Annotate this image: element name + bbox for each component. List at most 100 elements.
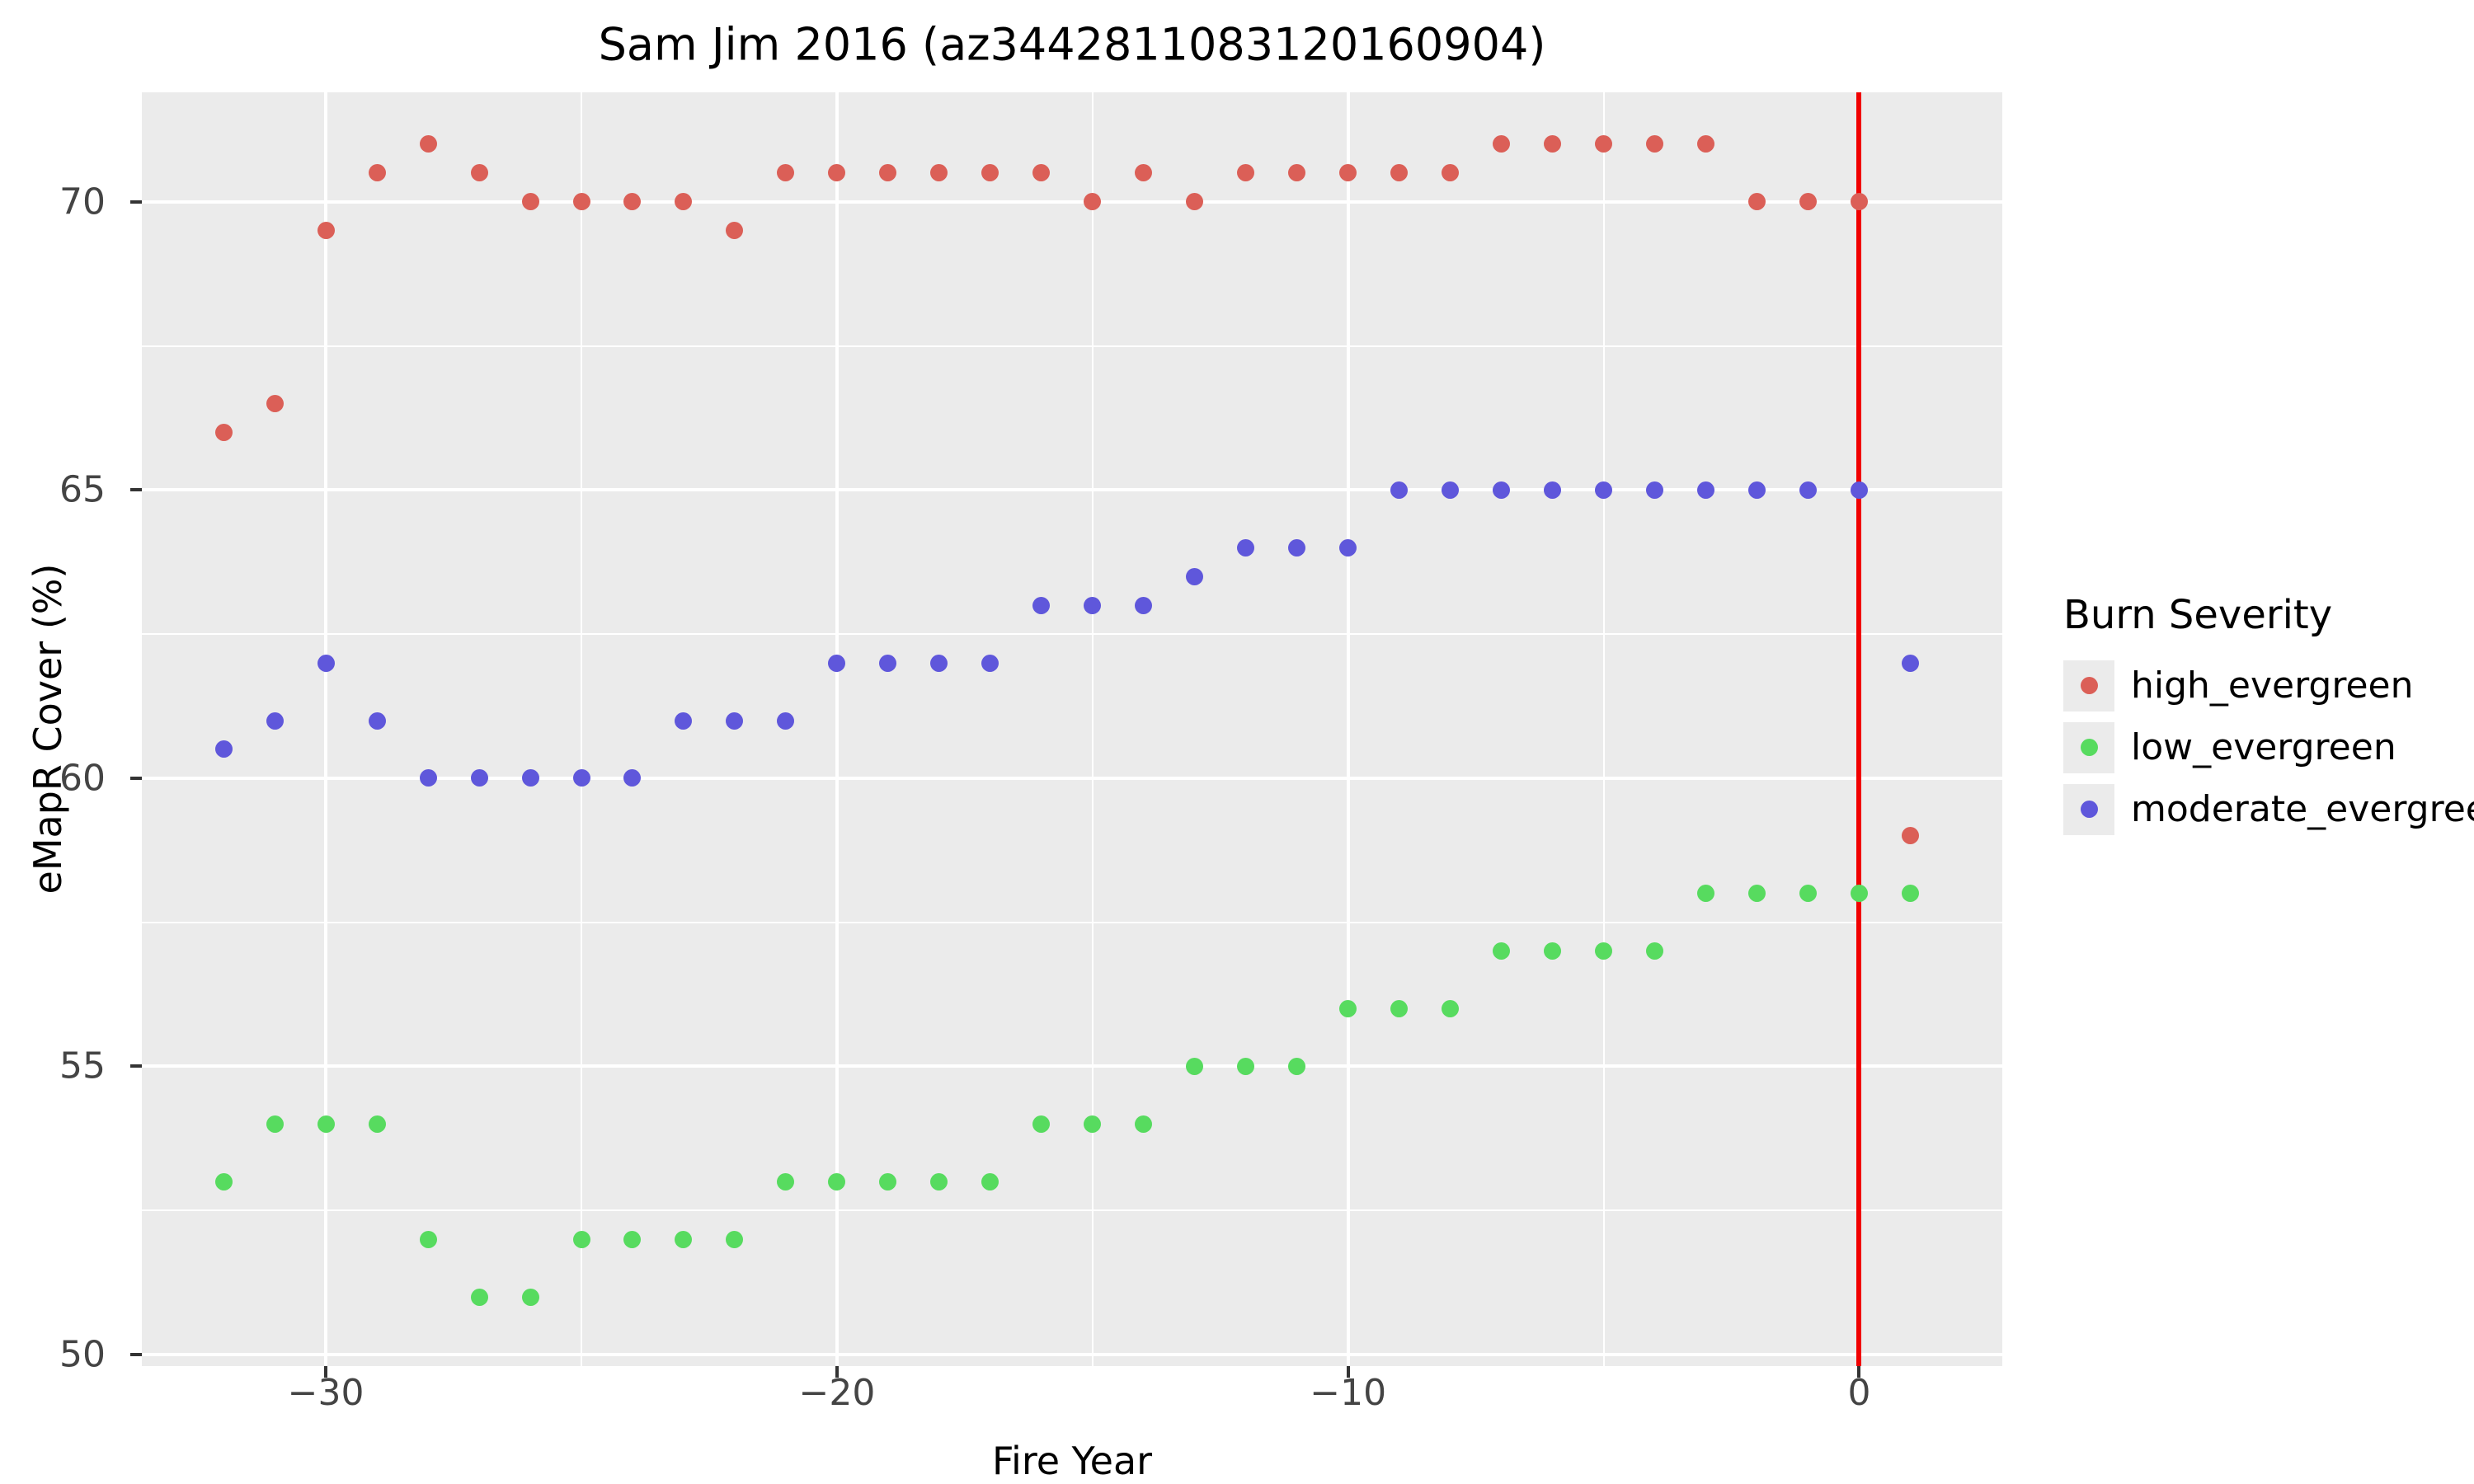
data-point — [521, 769, 539, 787]
data-point — [777, 711, 795, 730]
data-point — [419, 769, 437, 787]
x-tick-label: −30 — [287, 1372, 365, 1414]
data-point — [726, 1230, 744, 1248]
data-point — [521, 193, 539, 211]
data-point — [1390, 1000, 1409, 1018]
data-point — [1544, 135, 1562, 153]
minor-gridline — [142, 1209, 2002, 1212]
data-point — [266, 395, 284, 412]
data-point — [1595, 481, 1613, 499]
data-point — [981, 164, 999, 182]
data-point — [828, 164, 846, 182]
data-point — [1237, 164, 1255, 182]
data-point — [1084, 1115, 1102, 1133]
data-point — [879, 164, 897, 182]
data-point — [572, 193, 590, 211]
legend-dot-icon — [2080, 677, 2098, 694]
data-point — [1032, 596, 1051, 614]
fire-year-vline — [1856, 92, 1862, 1366]
x-tick-mark — [1857, 1366, 1861, 1378]
legend-dot-icon — [2080, 739, 2098, 756]
x-axis-title: Fire Year — [991, 1439, 1153, 1483]
data-point — [1442, 1000, 1460, 1018]
data-point — [1544, 481, 1562, 499]
data-point — [1032, 1115, 1051, 1133]
data-point — [675, 193, 693, 211]
data-point — [930, 1172, 948, 1190]
data-point — [1697, 885, 1715, 903]
data-point — [777, 164, 795, 182]
data-point — [1084, 596, 1102, 614]
legend-item-low-evergreen: low_evergreen — [2063, 716, 2474, 778]
data-point — [1748, 885, 1766, 903]
data-point — [675, 711, 693, 730]
data-point — [1339, 538, 1357, 556]
y-tick-mark — [130, 488, 142, 492]
data-point — [879, 1172, 897, 1190]
legend-title: Burn Severity — [2063, 592, 2333, 638]
chart-title: Sam Jim 2016 (az3442811083120160904) — [598, 18, 1546, 71]
data-point — [623, 193, 642, 211]
data-point — [1646, 481, 1664, 499]
data-point — [1748, 193, 1766, 211]
major-gridline — [142, 200, 2002, 204]
data-point — [266, 1115, 284, 1133]
minor-gridline — [1091, 92, 1094, 1366]
data-point — [214, 1172, 233, 1190]
legend-item-label: low_evergreen — [2131, 726, 2396, 768]
data-point — [572, 1230, 590, 1248]
data-point — [1135, 164, 1153, 182]
data-point — [726, 222, 744, 240]
data-point — [1799, 481, 1817, 499]
data-point — [317, 222, 335, 240]
data-point — [1390, 481, 1409, 499]
data-point — [214, 423, 233, 441]
data-point — [1442, 164, 1460, 182]
data-point — [1595, 135, 1613, 153]
data-point — [1544, 942, 1562, 960]
minor-gridline — [142, 921, 2002, 923]
y-tick-label: 50 — [59, 1333, 106, 1376]
legend-item-high-evergreen: high_evergreen — [2063, 655, 2474, 716]
data-point — [266, 711, 284, 730]
y-tick-mark — [130, 776, 142, 780]
legend-item-label: high_evergreen — [2131, 665, 2414, 707]
major-gridline — [142, 1064, 2002, 1068]
data-point — [828, 654, 846, 672]
legend: Burn Severity high_evergreen low_evergre… — [2063, 592, 2474, 840]
y-tick-mark — [130, 200, 142, 204]
data-point — [1697, 135, 1715, 153]
x-tick-label: −10 — [1310, 1372, 1387, 1414]
data-point — [1339, 164, 1357, 182]
y-tick-label: 65 — [59, 468, 106, 511]
data-point — [1135, 596, 1153, 614]
data-point — [368, 711, 386, 730]
data-point — [1135, 1115, 1153, 1133]
data-point — [623, 769, 642, 787]
data-point — [1390, 164, 1409, 182]
data-point — [1595, 942, 1613, 960]
data-point — [726, 711, 744, 730]
data-point — [1186, 567, 1204, 585]
data-point — [470, 1288, 488, 1306]
x-tick-label: 0 — [1847, 1372, 1871, 1414]
data-point — [1901, 654, 1919, 672]
data-point — [1237, 538, 1255, 556]
data-point — [1850, 481, 1868, 499]
data-point — [1288, 538, 1306, 556]
data-point — [470, 769, 488, 787]
major-gridline — [142, 488, 2002, 492]
data-point — [470, 164, 488, 182]
data-point — [1288, 1057, 1306, 1075]
data-point — [419, 1230, 437, 1248]
data-point — [1032, 164, 1051, 182]
data-point — [521, 1288, 539, 1306]
y-tick-mark — [130, 1353, 142, 1357]
data-point — [828, 1172, 846, 1190]
data-point — [214, 740, 233, 758]
data-point — [1850, 885, 1868, 903]
data-point — [981, 654, 999, 672]
data-point — [317, 654, 335, 672]
data-point — [1339, 1000, 1357, 1018]
